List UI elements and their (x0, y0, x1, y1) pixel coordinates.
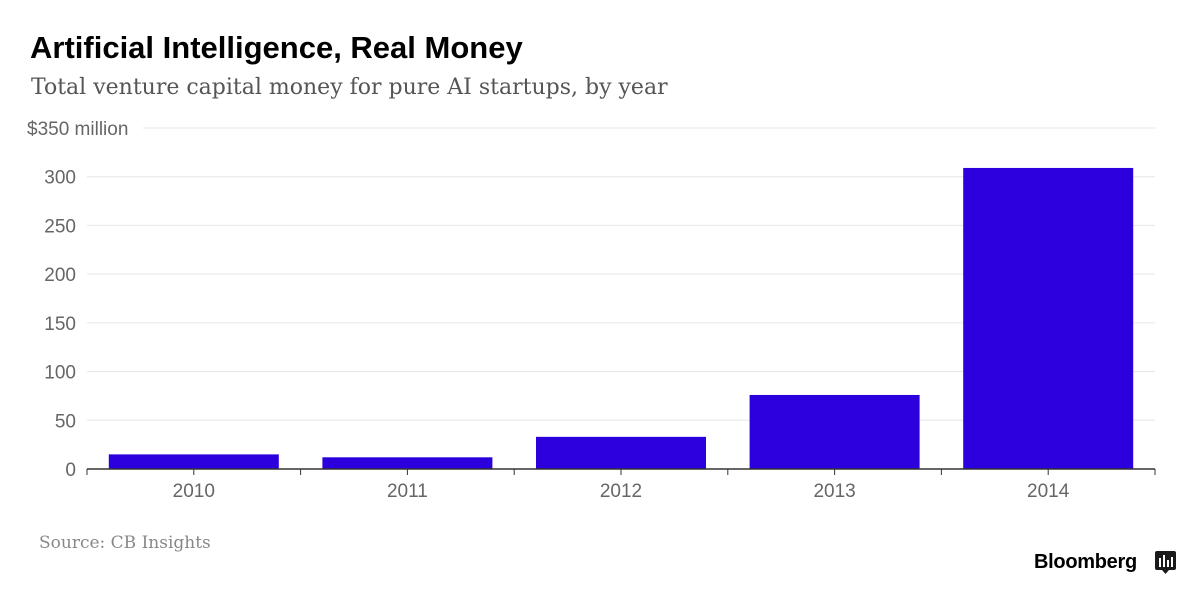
bar-2013 (749, 394, 920, 469)
bars (108, 167, 1134, 469)
x-tick-label-2010: 2010 (173, 481, 215, 502)
y-tick-label: 100 (44, 363, 76, 384)
y-axis-ticks: 0 50 100 150 200 250 300 $350 million (27, 119, 128, 481)
bloomberg-logo: Bloomberg (1034, 551, 1137, 573)
y-tick-label: 300 (44, 168, 76, 189)
bloomberg-terminal-icon (1155, 551, 1176, 574)
x-axis-ticks: 2010 2011 2012 2013 2014 (173, 481, 1070, 502)
bar-2012 (536, 436, 706, 469)
chart-subtitle: Total venture capital money for pure AI … (31, 75, 668, 100)
y-tick-label: 200 (44, 265, 76, 286)
bar-2014 (963, 167, 1134, 469)
x-tick-label-2013: 2013 (813, 481, 855, 502)
x-tick-label-2014: 2014 (1027, 481, 1070, 502)
y-tick-label: $350 million (27, 119, 128, 140)
source-note: Source: CB Insights (39, 533, 211, 553)
y-tick-label: 250 (44, 216, 76, 237)
y-tick-label: 50 (55, 411, 76, 432)
x-axis (86, 468, 1156, 475)
y-tick-label: 150 (44, 314, 76, 335)
y-tick-label: 0 (65, 460, 76, 481)
x-tick-label-2011: 2011 (387, 481, 428, 502)
x-tick-label-2012: 2012 (600, 481, 642, 502)
chart-title: Artificial Intelligence, Real Money (30, 30, 523, 65)
bar-2011 (322, 457, 493, 469)
bar-2010 (108, 454, 279, 469)
